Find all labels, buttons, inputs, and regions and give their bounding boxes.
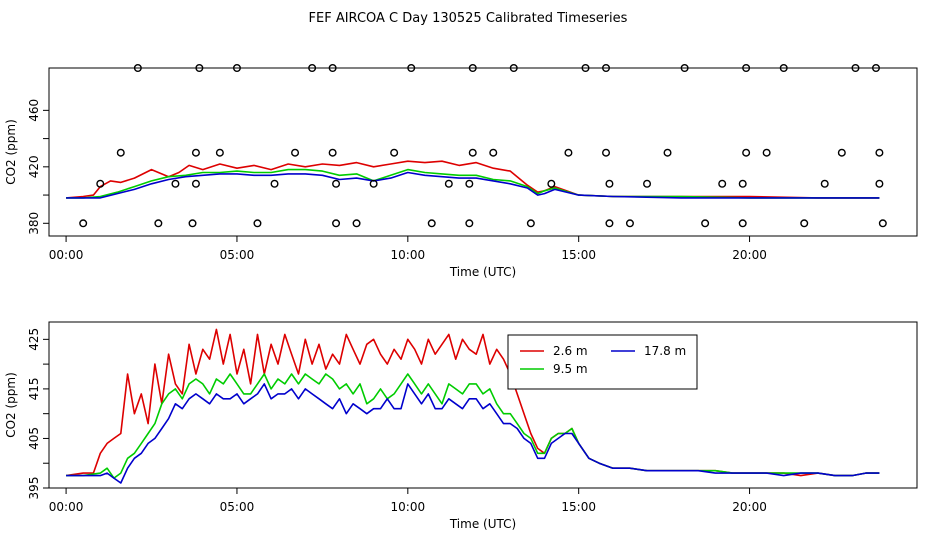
plot-frame: [48, 67, 918, 237]
calibration-point: [643, 179, 652, 188]
calibration-point: [332, 219, 341, 228]
series-line-17-8-m: [66, 383, 880, 484]
calibration-point: [171, 179, 180, 188]
series-line-2-6-m: [65, 328, 880, 477]
calibration-point: [369, 179, 378, 188]
calibration-point: [602, 63, 611, 72]
y-tick-label: 395: [27, 477, 41, 500]
legend-label: 2.6 m: [553, 344, 588, 358]
calibration-point: [742, 63, 751, 72]
calibration-point: [352, 219, 361, 228]
calibration-point: [701, 219, 710, 228]
calibration-point: [215, 148, 224, 157]
y-tick-label: 425: [27, 328, 41, 351]
calibration-point: [820, 179, 829, 188]
calibration-point: [875, 148, 884, 157]
calibration-point: [390, 148, 399, 157]
calibration-point: [328, 148, 337, 157]
calibration-point: [625, 219, 634, 228]
x-tick-label: 00:00: [49, 500, 84, 514]
calibration-point: [680, 63, 689, 72]
calibration-point: [871, 63, 880, 72]
x-tick-label: 20:00: [732, 500, 767, 514]
calibration-point: [779, 63, 788, 72]
calibration-point: [191, 148, 200, 157]
calibration-point: [800, 219, 809, 228]
figure-title: FEF AIRCOA C Day 130525 Calibrated Times…: [309, 11, 628, 26]
calibration-point: [837, 148, 846, 157]
calibration-point: [605, 179, 614, 188]
calibration-point: [465, 179, 474, 188]
calibration-point: [718, 179, 727, 188]
top-panel: 00:00 05:00 10:00 15:00 20:00 380 420 460 Time (…: [4, 63, 918, 279]
y-axis-title: CO2 (ppm): [4, 372, 18, 438]
x-tick-label: 20:00: [732, 248, 767, 262]
calibration-point: [133, 63, 142, 72]
calibration-point: [116, 148, 125, 157]
y-tick-label: 380: [27, 212, 41, 235]
y-tick-label: 420: [27, 155, 41, 178]
calibration-point: [191, 179, 200, 188]
calibration-point: [738, 179, 747, 188]
calibration-point: [468, 148, 477, 157]
y-axis-title: CO2 (ppm): [4, 119, 18, 185]
x-axis-title: Time (UTC): [449, 265, 516, 279]
calibration-point: [547, 179, 556, 188]
calibration-point: [154, 219, 163, 228]
calibration-point: [564, 148, 573, 157]
series-line-9-5-m: [66, 373, 880, 479]
calibration-point: [468, 63, 477, 72]
calibration-point: [738, 219, 747, 228]
calibration-point: [465, 219, 474, 228]
bottom-panel: 00:00 05:00 10:00 15:00 20:00 395 405 415 425 Tim…: [4, 321, 918, 531]
calibration-point: [878, 219, 887, 228]
calibration-point: [79, 219, 88, 228]
calibration-point: [526, 219, 535, 228]
calibration-point: [663, 148, 672, 157]
legend: 2.6 m 9.5 m 17.8 m: [507, 334, 698, 390]
x-tick-label: 05:00: [220, 500, 255, 514]
x-tick-label: 15:00: [561, 248, 596, 262]
calibration-point: [427, 219, 436, 228]
legend-box: [507, 334, 698, 390]
calibration-point: [742, 148, 751, 157]
series-line-2-6-m: [66, 160, 880, 199]
x-axis-title: Time (UTC): [449, 517, 516, 531]
calibration-point: [270, 179, 279, 188]
calibration-point: [602, 148, 611, 157]
calibration-point: [332, 179, 341, 188]
calibration-point: [291, 148, 300, 157]
calibration-point: [444, 179, 453, 188]
calibration-point: [581, 63, 590, 72]
x-tick-label: 00:00: [49, 248, 84, 262]
x-tick-label: 10:00: [391, 500, 426, 514]
x-tick-label: 10:00: [391, 248, 426, 262]
calibration-point: [509, 63, 518, 72]
plot-frame: [48, 321, 918, 489]
calibration-point: [851, 63, 860, 72]
legend-label: 9.5 m: [553, 362, 588, 376]
calibration-point: [195, 63, 204, 72]
y-tick-label: 415: [27, 377, 41, 400]
calibration-point: [253, 219, 262, 228]
calibration-point: [96, 179, 105, 188]
calibration-point: [232, 63, 241, 72]
calibration-point: [489, 148, 498, 157]
y-tick-label: 405: [27, 427, 41, 450]
x-tick-label: 15:00: [561, 500, 596, 514]
calibration-point: [875, 179, 884, 188]
calibration-point: [188, 219, 197, 228]
legend-label: 17.8 m: [644, 344, 686, 358]
calibration-point: [407, 63, 416, 72]
calibration-point: [605, 219, 614, 228]
calibration-point: [762, 148, 771, 157]
y-tick-label: 460: [27, 99, 41, 122]
calibration-point: [308, 63, 317, 72]
calibration-point: [328, 63, 337, 72]
x-tick-label: 05:00: [220, 248, 255, 262]
